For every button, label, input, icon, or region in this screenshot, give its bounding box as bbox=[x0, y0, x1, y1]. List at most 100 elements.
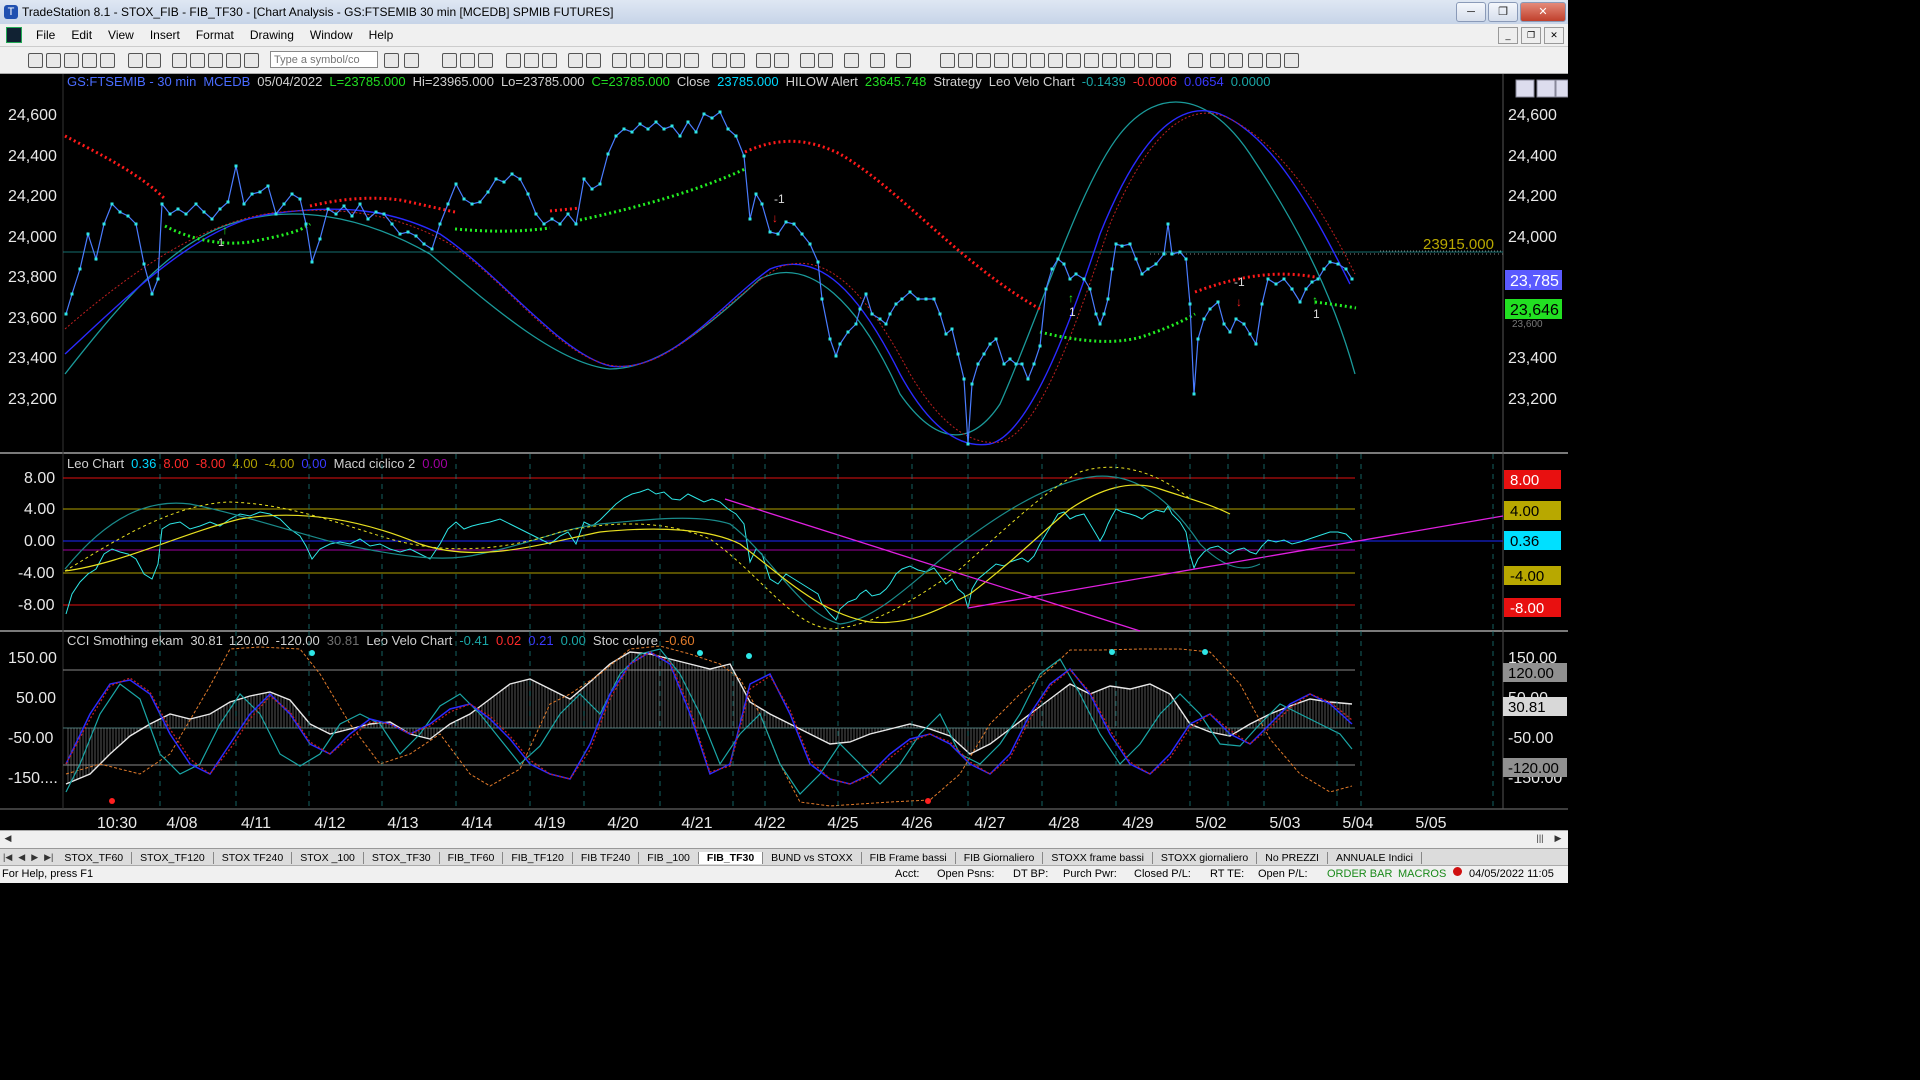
tab-fib-tf60[interactable]: FIB_TF60 bbox=[440, 851, 504, 864]
price-panel[interactable]: ↑ ↓ ↑ ↓ ↑ -1 1 -1 1 1 GS:FTSEMIB - 30 mi… bbox=[8, 74, 1569, 446]
tab-prev-icon[interactable]: ◀ bbox=[18, 852, 26, 862]
tab-next-icon[interactable]: ▶ bbox=[31, 852, 39, 862]
indicator-icon[interactable] bbox=[524, 53, 539, 68]
zoom-out-icon[interactable] bbox=[774, 53, 789, 68]
chart-canvas[interactable]: ↑ ↓ ↑ ↓ ↑ -1 1 -1 1 1 GS:FTSEMIB - 30 mi… bbox=[0, 74, 1569, 832]
hammer-icon[interactable] bbox=[844, 53, 859, 68]
rectangle-icon[interactable] bbox=[1266, 53, 1281, 68]
magenta-trendline-down[interactable] bbox=[724, 498, 1141, 632]
point-figure-icon[interactable] bbox=[666, 53, 681, 68]
gann-icon[interactable] bbox=[1030, 53, 1045, 68]
tools-icon[interactable] bbox=[226, 53, 241, 68]
leo-chart-panel[interactable]: Leo Chart 0.36 8.00 -8.00 4.00 -4.00 0.00 Macd … bbox=[18, 456, 1561, 632]
arc-icon[interactable] bbox=[1138, 53, 1153, 68]
tile-icon[interactable] bbox=[586, 53, 601, 68]
save-icon[interactable] bbox=[64, 53, 79, 68]
close-button[interactable]: ✕ bbox=[1520, 2, 1566, 22]
panel-close-button[interactable] bbox=[1555, 79, 1569, 98]
andrews-icon[interactable] bbox=[1066, 53, 1081, 68]
eraser-icon[interactable] bbox=[896, 53, 911, 68]
cycle-icon[interactable] bbox=[1120, 53, 1135, 68]
tab-stox-tf30[interactable]: STOX_TF30 bbox=[364, 851, 440, 864]
crosshair-icon[interactable] bbox=[818, 53, 833, 68]
menu-file[interactable]: File bbox=[36, 28, 56, 42]
tab-stox-tf60[interactable]: STOX_TF60 bbox=[56, 851, 133, 864]
chart-window-icon[interactable] bbox=[6, 27, 22, 43]
text-icon[interactable] bbox=[1284, 53, 1299, 68]
data-window-icon[interactable] bbox=[870, 53, 885, 68]
tab-fib-tf240[interactable]: FIB TF240 bbox=[573, 851, 640, 864]
scroll-thumb-icon[interactable]: ||| bbox=[1536, 833, 1544, 843]
horizontal-scrollbar[interactable]: ◀ ||| ▶ bbox=[0, 830, 1568, 849]
tab-fib-tf120[interactable]: FIB_TF120 bbox=[503, 851, 573, 864]
mdi-minimize-button[interactable]: _ bbox=[1498, 27, 1518, 44]
ellipse-icon[interactable] bbox=[1248, 53, 1263, 68]
expand-icon[interactable] bbox=[712, 53, 727, 68]
radar-icon[interactable] bbox=[460, 53, 475, 68]
tab-stox-tf120[interactable]: STOX_TF120 bbox=[132, 851, 214, 864]
compress-icon[interactable] bbox=[730, 53, 745, 68]
cut-icon[interactable] bbox=[172, 53, 187, 68]
horizontal-line-icon[interactable] bbox=[958, 53, 973, 68]
tab-fib-100[interactable]: FIB _100 bbox=[639, 851, 699, 864]
tab-annuale-indici[interactable]: ANNUALE Indici bbox=[1328, 851, 1422, 864]
cci-panel[interactable]: CCI Smothing ekam 30.81 120.00 -120.00 30.81… bbox=[8, 633, 1567, 807]
window-icon[interactable] bbox=[568, 53, 583, 68]
strategy-icon[interactable] bbox=[542, 53, 557, 68]
folder-icon[interactable] bbox=[100, 53, 115, 68]
menu-edit[interactable]: Edit bbox=[71, 28, 93, 42]
menu-format[interactable]: Format bbox=[195, 28, 234, 42]
menu-drawing[interactable]: Drawing bbox=[249, 28, 294, 42]
go-arrow-icon[interactable] bbox=[384, 53, 399, 68]
time-line-icon[interactable] bbox=[1188, 53, 1203, 68]
macros-button[interactable]: MACROS bbox=[1398, 868, 1447, 880]
maximize-button[interactable]: ❐ bbox=[1488, 2, 1518, 22]
candle-icon[interactable] bbox=[630, 53, 645, 68]
lock-icon[interactable] bbox=[208, 53, 223, 68]
save-workspace-icon[interactable] bbox=[82, 53, 97, 68]
arrow-icon[interactable] bbox=[1102, 53, 1117, 68]
tab-last-icon[interactable]: ▶| bbox=[44, 852, 54, 862]
sell-arrow-icon[interactable] bbox=[1210, 53, 1225, 68]
fibonacci-icon[interactable] bbox=[1012, 53, 1027, 68]
line-chart-icon[interactable] bbox=[648, 53, 663, 68]
tab-first-icon[interactable]: |◀ bbox=[3, 852, 13, 862]
channel-icon[interactable] bbox=[994, 53, 1009, 68]
panel-minimize-button[interactable] bbox=[1515, 79, 1535, 98]
pencil-icon[interactable] bbox=[1156, 53, 1171, 68]
pointer-icon[interactable] bbox=[800, 53, 815, 68]
zoom-in-icon[interactable] bbox=[756, 53, 771, 68]
kagi-icon[interactable] bbox=[684, 53, 699, 68]
format-icon[interactable] bbox=[506, 53, 521, 68]
tab-stox-tf240[interactable]: STOX TF240 bbox=[214, 851, 293, 864]
menu-insert[interactable]: Insert bbox=[149, 28, 180, 42]
menu-view[interactable]: View bbox=[108, 28, 134, 42]
tab-stoxx-giornaliero[interactable]: STOXX giornaliero bbox=[1153, 851, 1258, 864]
matrix-icon[interactable] bbox=[478, 53, 493, 68]
scroll-left-icon[interactable]: ◀ bbox=[4, 833, 12, 843]
print-preview-icon[interactable] bbox=[128, 53, 143, 68]
scroll-right-icon[interactable]: ▶ bbox=[1554, 833, 1562, 843]
new-icon[interactable] bbox=[28, 53, 43, 68]
tab-bund-vs-stoxx[interactable]: BUND vs STOXX bbox=[763, 851, 862, 864]
globe-icon[interactable] bbox=[244, 53, 259, 68]
mdi-close-button[interactable]: ✕ bbox=[1544, 27, 1564, 44]
magenta-trendline-up[interactable] bbox=[967, 515, 1504, 609]
panel-restore-button[interactable] bbox=[1536, 79, 1556, 98]
buy-arrow-icon[interactable] bbox=[1228, 53, 1243, 68]
tab-fib-giornaliero[interactable]: FIB Giornaliero bbox=[956, 851, 1044, 864]
order-bar-button[interactable]: ORDER BAR bbox=[1327, 868, 1393, 880]
chart-analysis-icon[interactable] bbox=[442, 53, 457, 68]
tab-stox-100[interactable]: STOX _100 bbox=[292, 851, 364, 864]
copy-icon[interactable] bbox=[190, 53, 205, 68]
mdi-restore-button[interactable]: ❐ bbox=[1521, 27, 1541, 44]
chart-analysis-window[interactable]: ↑ ↓ ↑ ↓ ↑ -1 1 -1 1 1 GS:FTSEMIB - 30 mi… bbox=[0, 74, 1569, 832]
open-icon[interactable] bbox=[46, 53, 61, 68]
print-icon[interactable] bbox=[146, 53, 161, 68]
bar-chart-icon[interactable] bbox=[612, 53, 627, 68]
tab-fib-tf30[interactable]: FIB_TF30 bbox=[698, 851, 764, 864]
symbol-lookup-icon[interactable] bbox=[404, 53, 419, 68]
tab-no-prezzi[interactable]: No PREZZI bbox=[1257, 851, 1328, 864]
symbol-input[interactable] bbox=[270, 51, 378, 68]
tab-fib-frame-bassi[interactable]: FIB Frame bassi bbox=[862, 851, 956, 864]
